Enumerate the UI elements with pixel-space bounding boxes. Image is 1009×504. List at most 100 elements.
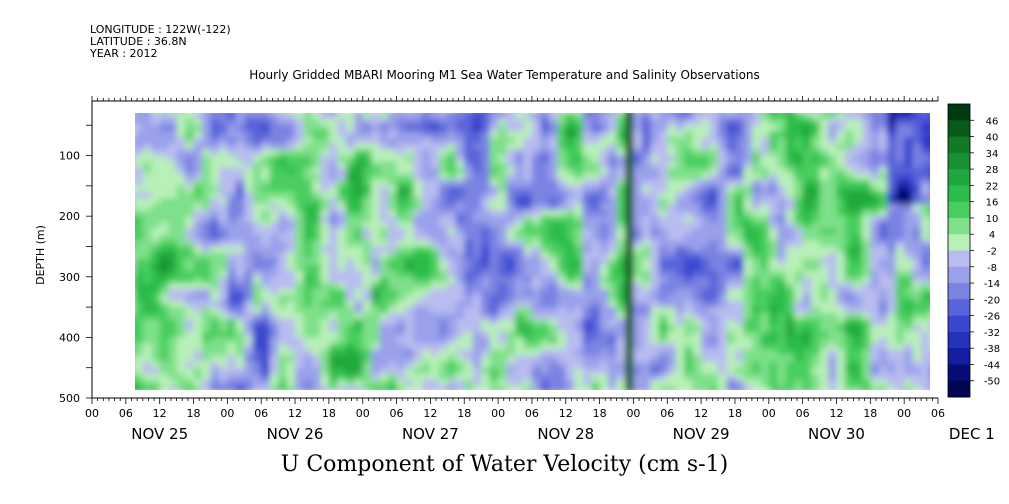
heatmap-cell [405, 276, 415, 284]
heatmap-cell [709, 113, 719, 120]
heatmap-cell [202, 125, 212, 132]
heatmap-cell [599, 155, 609, 163]
heatmap-cell [345, 119, 355, 126]
heatmap-cell [447, 216, 457, 223]
heatmap-cell [176, 252, 186, 260]
heatmap-cell [692, 179, 702, 187]
heatmap-cell [650, 295, 660, 302]
heatmap-cell [193, 191, 203, 199]
heatmap-cell [506, 276, 516, 284]
heatmap-cell [235, 252, 245, 260]
heatmap-cell [675, 307, 685, 314]
heatmap-cell [658, 367, 668, 375]
heatmap-cell [388, 307, 398, 314]
heatmap-cell [328, 155, 338, 163]
heatmap-cell [354, 137, 364, 145]
heatmap-cell [362, 367, 372, 375]
heatmap-cell [591, 282, 601, 290]
heatmap-cell [641, 246, 651, 254]
heatmap-cell [337, 228, 347, 235]
heatmap-cell [768, 307, 778, 314]
heatmap-cell [777, 276, 787, 284]
heatmap-cell [430, 349, 440, 357]
heatmap-cell [591, 179, 601, 187]
heatmap-cell [870, 276, 880, 284]
heatmap-cell [743, 361, 753, 369]
heatmap-cell [506, 240, 516, 248]
heatmap-cell [235, 155, 245, 163]
heatmap-cell [320, 246, 330, 254]
heatmap-cell [548, 343, 558, 351]
heatmap-cell [176, 131, 186, 138]
heatmap-cell [235, 355, 245, 363]
heatmap-cell [252, 276, 262, 284]
heatmap-cell [421, 149, 431, 157]
y-tick-label: 500 [59, 392, 80, 405]
heatmap-cell [421, 301, 431, 308]
heatmap-cell [760, 137, 770, 145]
heatmap-cell [210, 331, 220, 338]
heatmap-cell [861, 258, 871, 266]
heatmap-cell [861, 301, 871, 308]
heatmap-cell [498, 264, 508, 272]
heatmap-cell [870, 161, 880, 169]
heatmap-cell [692, 204, 702, 211]
heatmap-cell [853, 343, 863, 351]
heatmap-cell [252, 343, 262, 351]
heatmap-cell [295, 161, 305, 169]
heatmap-cell [489, 143, 499, 151]
heatmap-cell [135, 113, 144, 120]
heatmap-cell [235, 222, 245, 229]
heatmap-cell [633, 161, 643, 169]
heatmap-cell [210, 264, 220, 272]
heatmap-cell [709, 343, 719, 351]
heatmap-cell [405, 319, 415, 326]
heatmap-cell [345, 385, 355, 390]
heatmap-cell [785, 119, 795, 126]
heatmap-cell [895, 185, 905, 193]
heatmap-cell [675, 204, 685, 211]
heatmap-cell [295, 349, 305, 357]
heatmap-cell [844, 246, 854, 254]
heatmap-cell [261, 119, 271, 126]
heatmap-cell [328, 313, 338, 320]
heatmap-cell [853, 337, 863, 345]
heatmap-cell [303, 276, 313, 284]
heatmap-cell [413, 234, 423, 241]
heatmap-cell [548, 161, 558, 169]
heatmap-cell [735, 349, 745, 357]
heatmap-cell [337, 161, 347, 169]
heatmap-cell [709, 137, 719, 145]
heatmap-cell [261, 325, 271, 332]
heatmap-cell [912, 325, 922, 332]
heatmap-cell [286, 282, 296, 290]
heatmap-cell [151, 367, 161, 375]
heatmap-cell [548, 313, 558, 320]
heatmap-cell [303, 295, 313, 302]
heatmap-cell [616, 367, 626, 375]
heatmap-cell [861, 264, 871, 272]
heatmap-cell [844, 367, 854, 375]
heatmap-cell [777, 282, 787, 290]
heatmap-cell [887, 349, 897, 357]
heatmap-cell [481, 228, 491, 235]
heatmap-cell [159, 216, 169, 223]
heatmap-cell [895, 385, 905, 390]
heatmap-cell [726, 125, 736, 132]
heatmap-cell [176, 349, 186, 357]
heatmap-cell [472, 270, 482, 278]
heatmap-cell [777, 385, 787, 390]
heatmap-cell [396, 191, 406, 199]
heatmap-cell [151, 234, 161, 241]
heatmap-cell [853, 240, 863, 248]
colorbar-label: -44 [984, 360, 1000, 371]
heatmap-cell [726, 143, 736, 151]
heatmap-cell [565, 373, 575, 381]
heatmap-cell [337, 185, 347, 193]
heatmap-cell [751, 379, 761, 387]
heatmap-cell [159, 276, 169, 284]
heatmap-cell [574, 379, 584, 387]
heatmap-cell [337, 173, 347, 181]
heatmap-cell [599, 379, 609, 387]
heatmap-cell [168, 216, 178, 223]
